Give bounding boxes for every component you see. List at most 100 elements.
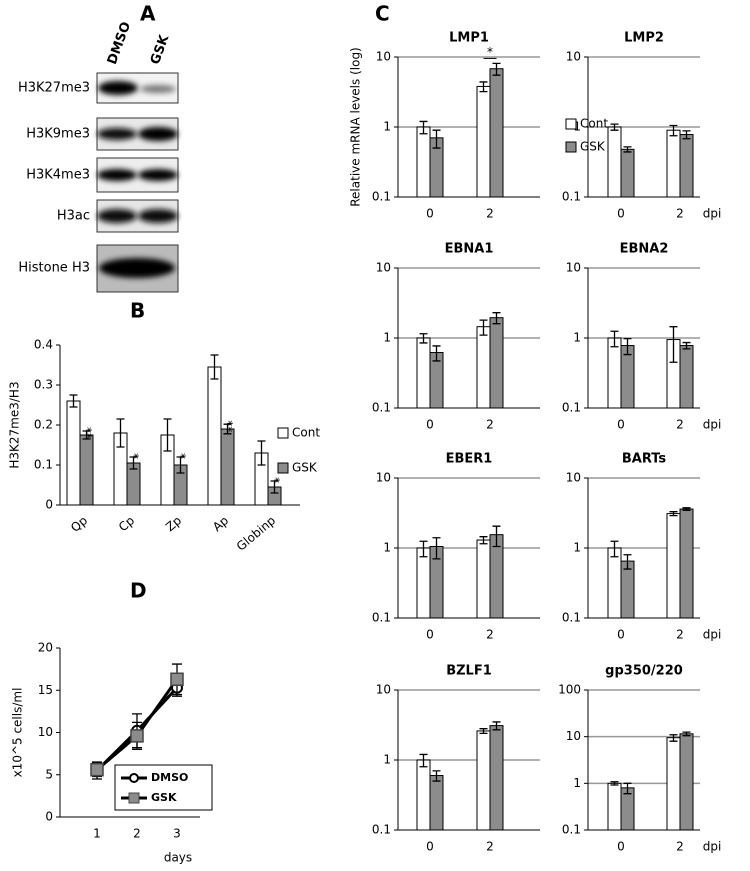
significance-mark: * <box>487 45 493 59</box>
error-bar <box>479 81 488 93</box>
x-tick-label: 2 <box>676 628 684 642</box>
chart-title: BARTs <box>622 452 667 467</box>
x-tick-label: 2 <box>133 827 141 841</box>
bar <box>607 337 622 409</box>
y-tick-label: 0.1 <box>562 823 581 837</box>
legend-swatch <box>277 427 289 439</box>
x-tick-label: 2 <box>486 628 494 642</box>
legend-marker <box>129 773 139 783</box>
bar <box>489 317 504 409</box>
y-tick-label: 0.2 <box>34 418 53 432</box>
bar <box>207 366 222 506</box>
blot-band <box>97 209 137 223</box>
y-tick-label: 10 <box>566 729 581 743</box>
error-bar <box>163 418 172 452</box>
y-tick-label: 1 <box>573 120 581 134</box>
y-tick-label: 20 <box>38 641 53 655</box>
chart-title: LMP1 <box>449 31 489 46</box>
bar <box>679 134 694 198</box>
y-tick-label: 0.1 <box>34 458 53 472</box>
blot-band <box>138 209 178 223</box>
y-tick-label: 10 <box>38 725 53 739</box>
error-bar <box>492 312 501 325</box>
y-tick-label: 0.1 <box>562 401 581 415</box>
blot-band <box>97 169 137 181</box>
error-bar <box>419 753 428 768</box>
y-tick-label: 1 <box>573 541 581 555</box>
bar <box>429 775 444 831</box>
y-tick-label: 0 <box>45 810 53 824</box>
y-tick-label: 10 <box>376 683 391 697</box>
bar <box>489 534 504 619</box>
significance-mark: ** <box>80 427 94 439</box>
x-tick-label: 2 <box>676 840 684 854</box>
bar <box>679 508 694 619</box>
x-tick-label: 2 <box>486 207 494 221</box>
error-bar <box>432 770 441 782</box>
lane-label: GSK <box>148 32 173 66</box>
error-bar <box>479 319 488 336</box>
x-tick-label: 0 <box>426 418 434 432</box>
y-tick-label: 10 <box>376 50 391 64</box>
point <box>90 762 104 777</box>
row-label: H3ac <box>57 209 90 224</box>
y-tick-label: 15 <box>38 683 53 697</box>
error-bar <box>210 354 219 380</box>
x-tick-label: Cp <box>116 513 137 534</box>
error-bar <box>479 536 488 545</box>
y-tick-label: 0.3 <box>34 378 53 392</box>
error-bar <box>669 326 678 363</box>
western-blot: DMSO GSK H3K27me3 H3K9me3 H3K4me3 H3ac H… <box>18 20 179 293</box>
row-label: H3K27me3 <box>18 81 90 96</box>
bar <box>416 337 431 409</box>
error-bar <box>82 430 91 440</box>
bar <box>607 547 622 619</box>
y-tick-label: 0.1 <box>372 611 391 625</box>
error-bar <box>669 511 678 517</box>
chart-title: BZLF1 <box>446 664 492 679</box>
panel-label: D <box>130 579 147 603</box>
chart-title: gp350/220 <box>605 664 683 679</box>
x-axis-label: dpi <box>703 628 722 642</box>
bar <box>416 547 431 619</box>
y-axis-label: x10^5 cells/ml <box>11 688 25 778</box>
error-bar <box>682 341 691 350</box>
row-label: H3K9me3 <box>26 127 90 142</box>
error-bar <box>682 130 691 140</box>
row-label: H3K4me3 <box>26 168 90 183</box>
y-tick-label: 10 <box>376 471 391 485</box>
bar <box>679 733 694 831</box>
legend-label: GSK <box>580 140 606 154</box>
chart-title: EBNA1 <box>445 242 494 257</box>
significance-mark: ** <box>221 420 235 432</box>
error-bar <box>623 337 632 356</box>
y-axis-label: Relative mRNA levels (log) <box>349 47 363 207</box>
error-bar <box>116 418 125 448</box>
x-tick-label: Qp <box>68 513 90 535</box>
error-bar <box>492 721 501 731</box>
panel-label: A <box>140 2 156 26</box>
x-tick-label: 2 <box>676 207 684 221</box>
error-bar <box>419 540 428 558</box>
y-tick-label: 1 <box>383 331 391 345</box>
y-tick-label: 0.4 <box>34 338 53 352</box>
y-axis-label: H3K27me3/H3 <box>8 381 22 468</box>
legend-marker <box>128 792 140 804</box>
y-tick-label: 1 <box>573 776 581 790</box>
x-tick-label: 0 <box>426 840 434 854</box>
blot-band <box>138 127 178 141</box>
significance-mark: * <box>174 453 188 459</box>
y-tick-label: 0.1 <box>372 823 391 837</box>
bar <box>666 737 681 831</box>
y-tick-label: 0 <box>45 498 53 512</box>
legend-label: GSK <box>292 461 318 475</box>
bar <box>607 126 622 198</box>
error-bar <box>610 540 619 558</box>
error-bar <box>129 456 138 470</box>
y-tick-label: 1 <box>383 120 391 134</box>
error-bar <box>682 507 691 512</box>
y-tick-label: 10 <box>566 50 581 64</box>
legend-label: DMSO <box>151 771 188 784</box>
